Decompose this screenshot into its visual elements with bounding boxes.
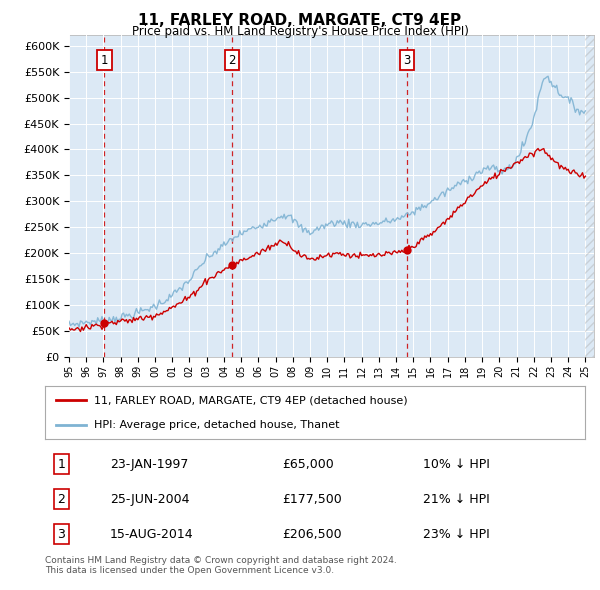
Text: HPI: Average price, detached house, Thanet: HPI: Average price, detached house, Than… xyxy=(94,419,339,430)
Text: 15-AUG-2014: 15-AUG-2014 xyxy=(110,527,193,540)
Bar xyxy=(586,35,594,357)
Text: 2: 2 xyxy=(229,54,236,67)
Text: 3: 3 xyxy=(57,527,65,540)
Text: 3: 3 xyxy=(403,54,410,67)
Text: 23% ↓ HPI: 23% ↓ HPI xyxy=(423,527,490,540)
Text: £177,500: £177,500 xyxy=(283,493,343,506)
Text: Price paid vs. HM Land Registry's House Price Index (HPI): Price paid vs. HM Land Registry's House … xyxy=(131,25,469,38)
Text: 2: 2 xyxy=(57,493,65,506)
Text: 1: 1 xyxy=(101,54,108,67)
Text: 23-JAN-1997: 23-JAN-1997 xyxy=(110,458,188,471)
Text: 25-JUN-2004: 25-JUN-2004 xyxy=(110,493,190,506)
Text: 10% ↓ HPI: 10% ↓ HPI xyxy=(423,458,490,471)
Text: 11, FARLEY ROAD, MARGATE, CT9 4EP (detached house): 11, FARLEY ROAD, MARGATE, CT9 4EP (detac… xyxy=(94,395,407,405)
Text: Contains HM Land Registry data © Crown copyright and database right 2024.
This d: Contains HM Land Registry data © Crown c… xyxy=(45,556,397,575)
Text: 21% ↓ HPI: 21% ↓ HPI xyxy=(423,493,490,506)
Text: 11, FARLEY ROAD, MARGATE, CT9 4EP: 11, FARLEY ROAD, MARGATE, CT9 4EP xyxy=(139,13,461,28)
Text: 1: 1 xyxy=(57,458,65,471)
Text: £65,000: £65,000 xyxy=(283,458,334,471)
Text: £206,500: £206,500 xyxy=(283,527,342,540)
